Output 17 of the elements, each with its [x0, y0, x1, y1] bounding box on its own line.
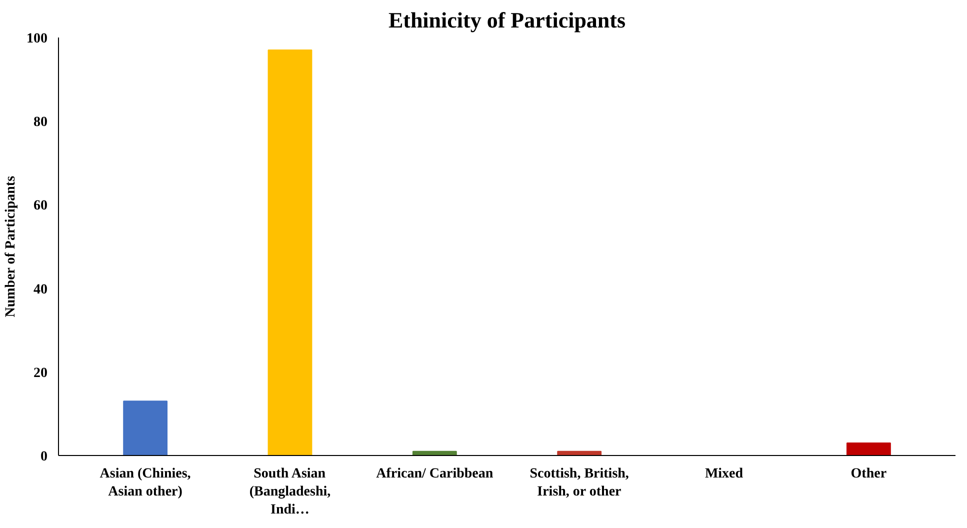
y-tick-label: 100	[26, 32, 48, 46]
y-tick-label: 0	[40, 450, 48, 464]
x-tick-label: African/ Caribbean	[376, 466, 494, 482]
y-tick-label: 80	[34, 115, 48, 130]
x-tick-label: Scottish, British, Irish, or other	[530, 466, 629, 500]
y-tick-label: 20	[34, 366, 48, 381]
bar	[846, 442, 891, 456]
x-tick-label: Mixed	[704, 466, 744, 482]
bar	[123, 400, 168, 456]
x-tick-label: Other	[850, 466, 887, 482]
bar	[268, 50, 312, 456]
y-tick-label: 60	[34, 198, 48, 214]
y-axis-title: Number of Participants	[4, 175, 18, 318]
chart-title: Ethinicity of Participants	[388, 8, 626, 32]
x-tick-label: Asian (Chinies, Asian other)	[100, 466, 191, 500]
x-tick-label: South Asian (Bangladeshi, Indi…	[249, 466, 331, 518]
y-tick-label: 40	[34, 282, 48, 298]
